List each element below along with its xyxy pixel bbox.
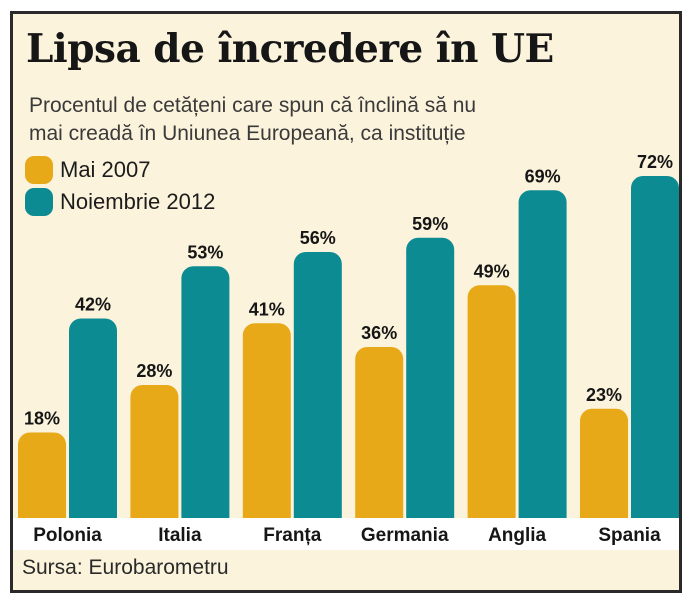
bar-polonia-noiembrie-2012	[69, 318, 117, 530]
value-label-polonia-mai-2007: 18%	[24, 409, 60, 429]
value-label-spania-noiembrie-2012: 72%	[637, 152, 673, 172]
value-label-anglia-mai-2007: 49%	[474, 261, 510, 281]
chart-panel	[10, 11, 682, 593]
value-label-italia-noiembrie-2012: 53%	[187, 242, 223, 262]
legend-label-noiembrie-2012: Noiembrie 2012	[60, 189, 216, 214]
chart-subtitle: Procentul de cetățeni care spun că încli…	[29, 92, 669, 148]
value-label-italia-mai-2007: 28%	[136, 361, 172, 381]
category-label-germania: Germania	[361, 525, 449, 546]
category-label-italia: Italia	[158, 525, 202, 546]
legend-label-mai-2007: Mai 2007	[60, 157, 151, 182]
value-label-polonia-noiembrie-2012: 42%	[75, 295, 111, 315]
category-strip	[13, 518, 679, 550]
bar-franta-noiembrie-2012	[293, 252, 342, 530]
bar-anglia-noiembrie-2012	[518, 190, 567, 530]
value-label-germania-mai-2007: 36%	[361, 323, 397, 343]
bar-spania-mai-2007	[580, 408, 628, 530]
legend-swatch-mai-2007	[25, 156, 53, 184]
category-label-spania: Spania	[598, 525, 661, 546]
value-label-germania-noiembrie-2012: 59%	[412, 214, 448, 234]
chart-title: Lipsa de încredere în UE	[26, 26, 554, 72]
bar-anglia-mai-2007	[467, 285, 516, 530]
category-label-anglia: Anglia	[488, 525, 546, 546]
bar-italia-noiembrie-2012	[181, 266, 230, 530]
value-label-anglia-noiembrie-2012: 69%	[525, 166, 561, 186]
category-label-polonia: Polonia	[33, 525, 102, 546]
bar-italia-mai-2007	[130, 385, 179, 530]
legend-swatch-noiembrie-2012	[25, 188, 53, 216]
bar-spania-noiembrie-2012	[631, 176, 679, 530]
bar-franta-mai-2007	[242, 323, 291, 530]
bar-germania-noiembrie-2012	[406, 237, 455, 530]
category-label-franta: Franța	[263, 525, 322, 546]
value-label-franta-noiembrie-2012: 56%	[300, 228, 336, 248]
subtitle-line-2: mai creadă în Uniunea Europeană, ca inst…	[29, 122, 466, 145]
bar-germania-mai-2007	[355, 347, 404, 530]
value-label-spania-mai-2007: 23%	[586, 385, 622, 405]
value-label-franta-mai-2007: 41%	[249, 299, 285, 319]
bar-polonia-mai-2007	[18, 432, 66, 530]
subtitle-line-1: Procentul de cetățeni care spun că încli…	[29, 94, 477, 117]
source-note: Sursa: Eurobarometru	[22, 556, 229, 579]
